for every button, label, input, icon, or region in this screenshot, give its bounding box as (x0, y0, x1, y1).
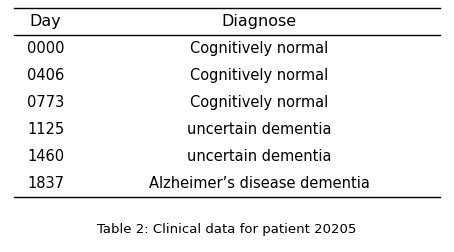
Text: uncertain dementia: uncertain dementia (187, 149, 331, 164)
Text: Alzheimer’s disease dementia: Alzheimer’s disease dementia (148, 176, 370, 191)
Text: Cognitively normal: Cognitively normal (190, 68, 328, 83)
Text: Cognitively normal: Cognitively normal (190, 94, 328, 110)
Text: uncertain dementia: uncertain dementia (187, 121, 331, 137)
Text: 1837: 1837 (27, 176, 64, 191)
Text: 1125: 1125 (27, 121, 64, 137)
Text: 1460: 1460 (27, 149, 64, 164)
Text: 0000: 0000 (27, 41, 64, 55)
Text: 0773: 0773 (27, 94, 64, 110)
Text: Cognitively normal: Cognitively normal (190, 41, 328, 55)
Text: Diagnose: Diagnose (222, 14, 296, 28)
Text: 0406: 0406 (27, 68, 64, 83)
Text: Day: Day (30, 14, 61, 28)
Text: Table 2: Clinical data for patient 20205: Table 2: Clinical data for patient 20205 (97, 223, 357, 236)
